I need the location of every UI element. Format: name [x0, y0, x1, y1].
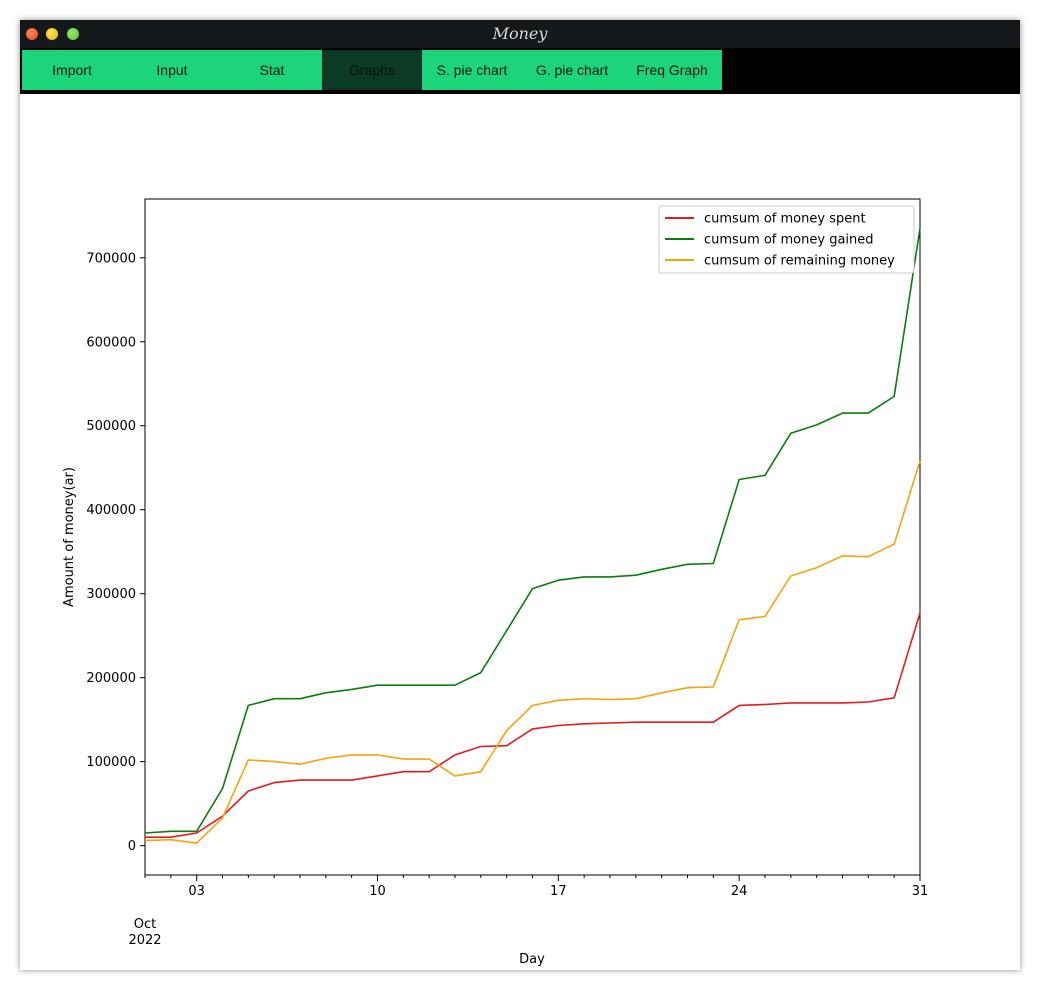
series-line-money-gained — [144, 228, 921, 834]
tab-import[interactable]: Import — [22, 50, 122, 90]
title-bar: Money — [20, 20, 1020, 48]
x-tick-label: 17 — [550, 884, 567, 899]
y-tick-label: 400000 — [86, 503, 136, 518]
legend-label-gained: cumsum of money gained — [704, 233, 874, 248]
minimize-window-icon[interactable] — [46, 28, 58, 40]
x-tick-label: 10 — [369, 884, 386, 899]
x-origin-year-label: 2022 — [128, 933, 161, 948]
legend-label-remaining: cumsum of remaining money — [704, 254, 895, 269]
tab-stat[interactable]: Stat — [222, 50, 322, 90]
maximize-window-icon[interactable] — [67, 28, 79, 40]
tab-g-pie-chart[interactable]: G. pie chart — [522, 50, 622, 90]
y-tick-label: 600000 — [86, 335, 136, 350]
window-title: Money — [492, 24, 548, 43]
series-line-remaining-money — [144, 460, 921, 844]
y-tick-label: 500000 — [86, 419, 136, 434]
series-line-money-spent — [145, 612, 921, 839]
menu-bar: Import Input Stat Graphs S. pie chart G.… — [20, 48, 1020, 94]
x-axis: 03 10 17 24 31 — [144, 875, 929, 899]
x-tick-label: 24 — [731, 884, 748, 899]
y-tick-label: 100000 — [86, 755, 136, 770]
y-axis: 0 100000 200000 300000 400000 500000 600000 700… — [86, 251, 145, 854]
y-tick-label: 700000 — [86, 251, 136, 266]
legend: cumsum of money spent cumsum of money ga… — [658, 205, 915, 274]
plot-area — [144, 198, 921, 876]
tab-input[interactable]: Input — [122, 50, 222, 90]
series-lines — [144, 228, 921, 844]
x-tick-label: 03 — [188, 884, 205, 899]
y-tick-label: 200000 — [86, 671, 136, 686]
tab-graphs[interactable]: Graphs — [322, 50, 422, 90]
x-axis-label: Day — [519, 952, 545, 967]
x-origin-month-label: Oct — [134, 917, 156, 932]
close-window-icon[interactable] — [26, 28, 38, 40]
tab-freq-graph[interactable]: Freq Graph — [622, 50, 722, 90]
tab-s-pie-chart[interactable]: S. pie chart — [422, 50, 522, 90]
x-tick-label: 31 — [912, 884, 929, 899]
y-tick-label: 300000 — [86, 587, 136, 602]
legend-label-spent: cumsum of money spent — [704, 212, 866, 227]
y-tick-label: 0 — [128, 839, 136, 854]
legend-box — [658, 205, 915, 274]
y-axis-label: Amount of money(ar) — [62, 467, 77, 607]
